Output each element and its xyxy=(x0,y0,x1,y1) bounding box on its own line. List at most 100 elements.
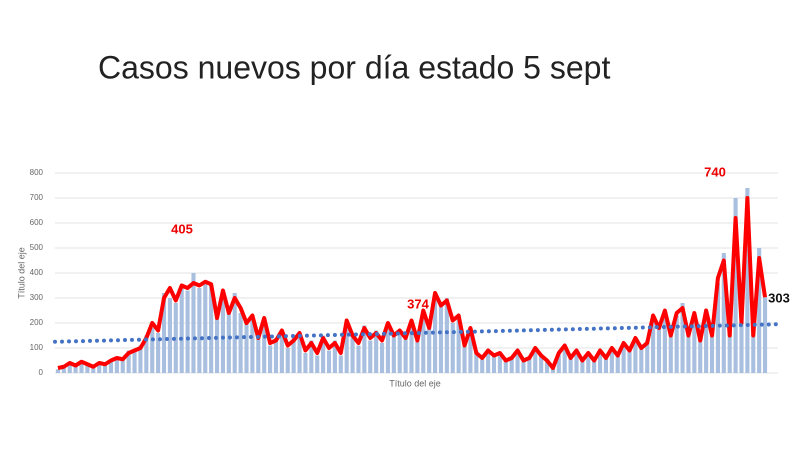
bar xyxy=(692,315,697,373)
bar xyxy=(91,368,96,373)
y-tick-label: 500 xyxy=(30,243,44,252)
bar xyxy=(85,365,90,373)
bar xyxy=(704,313,709,373)
annotation: 374 xyxy=(407,296,429,311)
bar xyxy=(379,343,385,373)
bar xyxy=(597,351,603,373)
bar xyxy=(662,313,667,373)
bar xyxy=(132,351,137,373)
bar xyxy=(639,345,644,373)
bar xyxy=(338,355,343,373)
bar xyxy=(686,333,691,373)
trend-line xyxy=(53,322,780,344)
bar xyxy=(391,333,396,373)
bar xyxy=(415,338,420,373)
bar xyxy=(609,349,614,373)
x-axis-label: Título del eje xyxy=(389,378,441,388)
y-tick-label: 600 xyxy=(30,218,44,227)
bar xyxy=(67,361,72,373)
bar xyxy=(668,333,673,373)
annotation: 405 xyxy=(171,221,193,236)
bar xyxy=(61,365,66,373)
bar xyxy=(374,330,379,373)
bar xyxy=(651,318,656,373)
bar xyxy=(539,354,544,373)
bar xyxy=(421,313,426,373)
bar xyxy=(114,356,119,373)
bar xyxy=(238,313,243,373)
bar xyxy=(709,333,715,373)
bar xyxy=(580,359,585,373)
bar xyxy=(503,359,508,373)
bar xyxy=(108,359,114,373)
bar xyxy=(427,325,432,373)
bar xyxy=(762,297,768,373)
bar xyxy=(468,330,473,373)
bar xyxy=(533,349,538,373)
bar xyxy=(574,351,579,373)
bar xyxy=(203,280,208,373)
bar xyxy=(645,340,650,373)
bar xyxy=(150,328,155,373)
bar xyxy=(209,285,214,373)
y-tick-label: 0 xyxy=(39,368,44,377)
bar xyxy=(332,340,337,373)
bar xyxy=(674,315,679,373)
bar xyxy=(757,248,762,373)
bar xyxy=(291,338,296,373)
bar xyxy=(592,359,597,373)
bar xyxy=(326,350,332,373)
bar xyxy=(727,330,732,373)
bar xyxy=(256,335,261,373)
bar xyxy=(97,361,102,373)
bar xyxy=(527,356,532,373)
bar xyxy=(315,355,320,373)
bar xyxy=(156,333,161,373)
bar xyxy=(521,361,526,373)
bar xyxy=(309,340,314,373)
bar xyxy=(279,333,284,373)
bar xyxy=(344,323,349,373)
bar xyxy=(385,325,390,373)
bar xyxy=(633,340,638,373)
bar xyxy=(362,325,367,373)
bar xyxy=(350,333,355,373)
bar xyxy=(497,355,502,373)
bar xyxy=(167,298,172,373)
bar xyxy=(621,344,626,373)
bar xyxy=(214,310,220,373)
chart-title: Casos nuevos por día estado 5 sept xyxy=(98,49,610,85)
bar xyxy=(462,343,467,373)
bar xyxy=(444,298,449,373)
bar xyxy=(185,290,190,373)
bar xyxy=(403,335,408,373)
y-tick-label: 400 xyxy=(30,268,44,277)
bar xyxy=(138,345,143,373)
bar xyxy=(751,328,756,373)
bar xyxy=(397,333,402,373)
bar xyxy=(409,323,414,373)
bar xyxy=(232,293,237,373)
bar xyxy=(303,353,308,373)
bar xyxy=(480,359,485,373)
y-axis-label: Título del eje xyxy=(16,247,26,299)
y-tick-label: 200 xyxy=(30,318,44,327)
bar xyxy=(55,369,61,373)
bar xyxy=(562,346,567,373)
bar xyxy=(556,354,561,373)
y-tick-label: 300 xyxy=(30,293,44,302)
annotation: 303 xyxy=(768,290,790,305)
bar xyxy=(297,335,302,373)
bar xyxy=(739,318,744,373)
bar xyxy=(486,351,491,373)
bar xyxy=(356,345,361,373)
bar xyxy=(603,356,609,373)
bar xyxy=(321,335,326,373)
bar xyxy=(615,354,620,373)
bar xyxy=(244,320,249,373)
bar xyxy=(226,308,231,373)
bar xyxy=(368,340,373,373)
y-tick-label: 100 xyxy=(30,343,44,352)
